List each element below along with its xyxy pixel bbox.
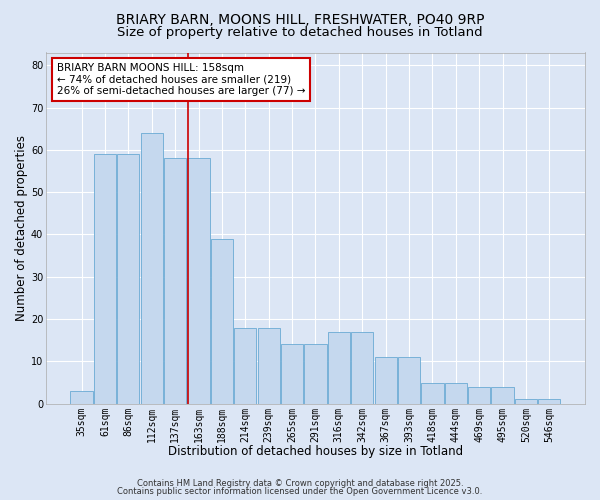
Bar xyxy=(187,158,209,404)
Bar xyxy=(211,238,233,404)
Bar xyxy=(281,344,303,404)
Bar xyxy=(515,400,537,404)
Bar xyxy=(538,400,560,404)
Bar xyxy=(117,154,139,404)
Bar xyxy=(398,357,420,404)
Text: BRIARY BARN MOONS HILL: 158sqm
← 74% of detached houses are smaller (219)
26% of: BRIARY BARN MOONS HILL: 158sqm ← 74% of … xyxy=(57,63,305,96)
Bar xyxy=(94,154,116,404)
Bar xyxy=(140,133,163,404)
Bar xyxy=(491,387,514,404)
Bar xyxy=(468,387,490,404)
Bar xyxy=(374,357,397,404)
Bar xyxy=(234,328,256,404)
Bar xyxy=(304,344,326,404)
Text: Contains public sector information licensed under the Open Government Licence v3: Contains public sector information licen… xyxy=(118,487,482,496)
Bar xyxy=(164,158,186,404)
Text: Size of property relative to detached houses in Totland: Size of property relative to detached ho… xyxy=(117,26,483,39)
Bar xyxy=(421,382,443,404)
Bar xyxy=(445,382,467,404)
Bar xyxy=(257,328,280,404)
Text: BRIARY BARN, MOONS HILL, FRESHWATER, PO40 9RP: BRIARY BARN, MOONS HILL, FRESHWATER, PO4… xyxy=(116,12,484,26)
Bar xyxy=(351,332,373,404)
Bar xyxy=(328,332,350,404)
X-axis label: Distribution of detached houses by size in Totland: Distribution of detached houses by size … xyxy=(168,444,463,458)
Bar xyxy=(70,391,92,404)
Y-axis label: Number of detached properties: Number of detached properties xyxy=(15,135,28,321)
Text: Contains HM Land Registry data © Crown copyright and database right 2025.: Contains HM Land Registry data © Crown c… xyxy=(137,479,463,488)
